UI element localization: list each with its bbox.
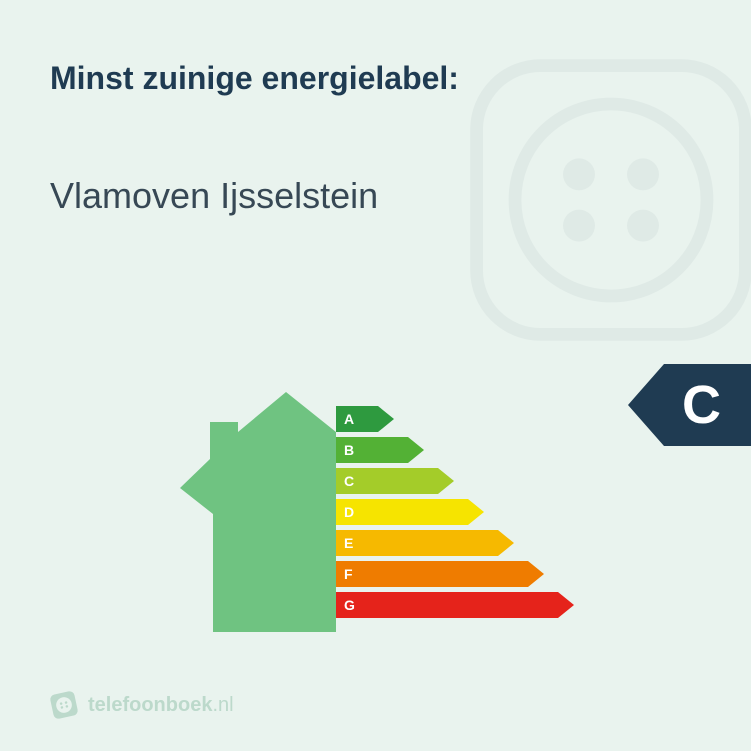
card-subtitle: Vlamoven Ijsselstein	[50, 175, 701, 217]
energy-bar-b: B	[336, 437, 558, 463]
energy-bar-g: G	[336, 592, 558, 618]
energy-bar-letter: A	[344, 411, 354, 427]
energy-label-card: Minst zuinige energielabel: Vlamoven Ijs…	[0, 0, 751, 751]
energy-bar-letter: G	[344, 597, 355, 613]
footer-brand-bold: telefoonboek	[88, 694, 212, 716]
house-icon	[180, 392, 336, 632]
energy-bar-d: D	[336, 499, 558, 525]
footer-brand-text: telefoonboek.nl	[88, 694, 234, 717]
indicator-letter: C	[682, 374, 721, 436]
energy-bar-letter: D	[344, 504, 354, 520]
indicator-arrow	[628, 364, 664, 446]
energy-label-graphic: ABCDEFG	[180, 392, 680, 652]
energy-bars: ABCDEFG	[336, 406, 558, 623]
energy-bar-letter: C	[344, 473, 354, 489]
energy-bar-e: E	[336, 530, 558, 556]
energy-bar-a: A	[336, 406, 558, 432]
card-title: Minst zuinige energielabel:	[50, 60, 701, 97]
energy-bar-f: F	[336, 561, 558, 587]
rating-indicator: C	[628, 364, 751, 446]
energy-bar-letter: B	[344, 442, 354, 458]
indicator-body: C	[664, 364, 751, 446]
footer-brand-light: .nl	[212, 694, 233, 716]
footer-logo-icon	[47, 688, 80, 721]
energy-bar-letter: E	[344, 535, 353, 551]
footer: telefoonboek.nl	[50, 691, 234, 719]
energy-bar-c: C	[336, 468, 558, 494]
energy-bar-letter: F	[344, 566, 353, 582]
